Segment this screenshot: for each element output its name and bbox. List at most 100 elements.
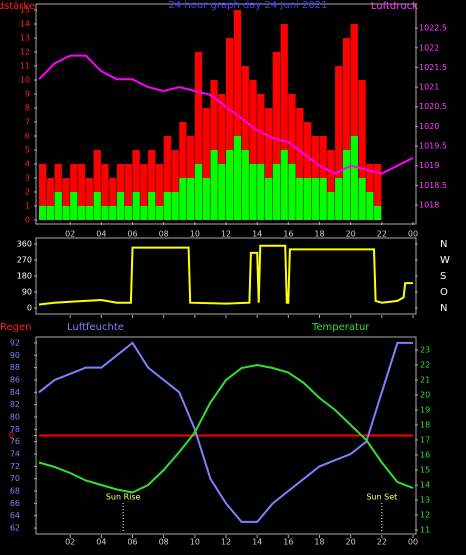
y2-tick-label: 1019.5	[419, 142, 447, 151]
bar	[303, 122, 312, 220]
bar	[327, 192, 335, 220]
y-tick-label: 2	[25, 188, 30, 197]
y-tick-label: 80	[10, 412, 20, 421]
bar	[210, 150, 218, 220]
bar	[140, 206, 148, 220]
y-tick-label: 6	[25, 132, 30, 141]
x-tick-label: 18	[314, 230, 324, 239]
y-tick-label: 74	[10, 450, 20, 459]
x-tick-label: 14	[252, 230, 262, 239]
y2-tick-label: 1021	[419, 83, 439, 92]
y2-tick-label: 14	[420, 481, 430, 490]
annotation-label: Sun Set	[366, 493, 397, 502]
bar	[101, 206, 109, 220]
y2-tick-label: 19	[420, 406, 430, 415]
bar	[226, 150, 234, 220]
bar	[116, 192, 125, 220]
bar	[101, 164, 109, 220]
x-tick-label: 10	[190, 538, 200, 547]
bar	[272, 164, 281, 220]
line	[38, 363, 414, 494]
bar	[374, 164, 382, 220]
bar	[85, 206, 94, 220]
bar	[39, 206, 47, 220]
bar	[319, 178, 327, 220]
bar	[62, 206, 70, 220]
bar	[296, 108, 304, 220]
y-tick-label: 0	[27, 304, 32, 313]
bar	[140, 164, 148, 220]
y-tick-label: 76	[10, 437, 20, 446]
y-tick-label: 8	[25, 104, 30, 113]
bar	[233, 136, 242, 220]
y-tick-label: 15	[20, 6, 30, 15]
y-tick-label: 1	[25, 202, 30, 211]
bar	[241, 66, 249, 220]
bar	[272, 52, 281, 220]
y-tick-label: 66	[10, 499, 20, 508]
x-tick-label: 08	[159, 538, 169, 547]
x-tick-label: 00	[408, 230, 418, 239]
bar	[280, 150, 288, 220]
y-tick-label: 9	[25, 90, 30, 99]
y2-tick-label: 11	[420, 526, 430, 535]
bar	[350, 136, 358, 220]
y2-tick-label: 21	[420, 376, 430, 385]
bar	[358, 178, 366, 220]
bar	[132, 192, 140, 220]
x-tick-label: 16	[283, 230, 293, 239]
y-tick-label: 10	[20, 76, 30, 85]
bar	[132, 150, 140, 220]
bar	[148, 192, 156, 220]
x-tick-label: 08	[159, 230, 169, 239]
bar	[288, 164, 296, 220]
bar	[366, 192, 374, 220]
bar	[124, 206, 132, 220]
bar	[358, 80, 366, 220]
bar	[218, 94, 226, 220]
x-tick-label: 00	[408, 538, 418, 547]
bar	[46, 206, 55, 220]
x-tick-label: 10	[190, 230, 200, 239]
bar	[93, 150, 101, 220]
x-tick-label: 06	[127, 230, 137, 239]
y2-tick-label: W	[440, 255, 450, 266]
y-tick-label: 92	[10, 338, 20, 347]
y-tick-label: 4	[25, 160, 30, 169]
y2-tick-label: 1021.5	[419, 63, 447, 72]
bar	[171, 150, 179, 220]
line	[38, 244, 413, 306]
x-tick-label: 12	[221, 538, 231, 547]
y-tick-label: 70	[10, 474, 20, 483]
y2-tick-label: N	[440, 239, 447, 250]
bar	[179, 178, 187, 220]
bar	[226, 38, 234, 220]
x-tick-label: 20	[346, 538, 356, 547]
bar	[280, 24, 288, 220]
y-tick-label: 84	[10, 388, 20, 397]
bar	[241, 150, 249, 220]
bar	[335, 66, 343, 220]
bar	[202, 108, 210, 220]
bar	[124, 164, 132, 220]
bar	[109, 206, 117, 220]
y-tick-label: 90	[10, 351, 20, 360]
bar	[194, 52, 203, 220]
y-tick-label: 180	[17, 272, 32, 281]
x-tick-label: 18	[314, 538, 324, 547]
annotation-label: Sun Rise	[106, 493, 141, 502]
bar	[296, 178, 304, 220]
y2-tick-label: 20	[420, 391, 430, 400]
bar	[46, 178, 55, 220]
y2-label: Luftdruck	[371, 1, 418, 12]
bar	[85, 178, 94, 220]
x-tick-label: 04	[96, 230, 106, 239]
x-tick-label: 16	[283, 538, 293, 547]
y-tick-label: 78	[10, 425, 20, 434]
bar	[70, 192, 78, 220]
y2-label: Temperatur	[311, 322, 370, 333]
y-tick-label: 11	[20, 62, 30, 71]
bar	[249, 80, 257, 220]
x-tick-label: 20	[346, 230, 356, 239]
